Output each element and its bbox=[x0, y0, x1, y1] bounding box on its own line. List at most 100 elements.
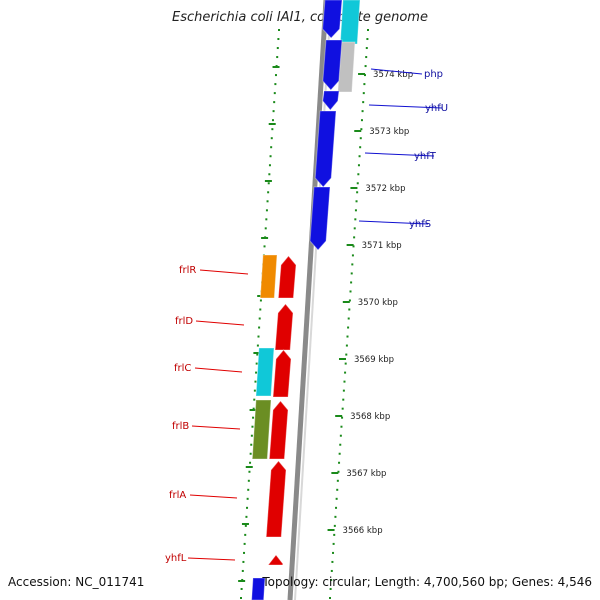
scale-dot bbox=[278, 29, 280, 31]
gene-yhfT-body bbox=[315, 111, 336, 187]
cyan-feature-top-body bbox=[340, 0, 360, 44]
scale-dot bbox=[270, 146, 273, 149]
scale-dot bbox=[240, 587, 243, 590]
cyan-feature-top bbox=[339, 0, 361, 45]
label-leader-frlC bbox=[194, 367, 243, 373]
scale-dot bbox=[247, 488, 250, 491]
scale-dot bbox=[363, 74, 366, 77]
scale-dot bbox=[259, 308, 262, 311]
scale-dot bbox=[351, 263, 354, 266]
scale-dot bbox=[252, 416, 255, 419]
gene-label-frlB: frlB bbox=[172, 421, 189, 432]
scale-dot bbox=[247, 479, 250, 482]
scale-dot bbox=[346, 335, 349, 338]
footer-bar: Accession: NC_011741 Topology: circular;… bbox=[8, 575, 592, 593]
scale-dot bbox=[356, 182, 359, 185]
gene-php bbox=[322, 39, 343, 91]
scale-dot bbox=[357, 173, 360, 176]
cyan-feature-edge bbox=[255, 347, 275, 397]
scale-dot bbox=[335, 506, 338, 509]
scale-dot bbox=[249, 452, 252, 455]
feature-track bbox=[251, 0, 361, 600]
scale-dot bbox=[347, 326, 350, 329]
gene-label-yhfT: yhfT bbox=[414, 151, 437, 162]
gene-frlR-body bbox=[278, 256, 296, 298]
label-leader-frlA bbox=[189, 494, 238, 499]
scale-dot bbox=[276, 47, 279, 50]
scale-dot bbox=[241, 569, 244, 572]
scale-dot bbox=[336, 479, 339, 482]
orange-feature-body bbox=[260, 255, 277, 298]
scale-dot bbox=[274, 74, 277, 77]
scale-dot bbox=[358, 155, 361, 158]
scale-dot bbox=[349, 290, 352, 293]
scale-dot bbox=[248, 470, 251, 473]
orange-feature-edge bbox=[259, 254, 278, 299]
scale-dash bbox=[249, 409, 257, 411]
scale-dot bbox=[360, 128, 363, 131]
label-leader-yhfT bbox=[364, 152, 435, 157]
scale-dot bbox=[329, 597, 331, 599]
cyan-feature-top-edge bbox=[339, 0, 361, 45]
gene-yhfU-small-body bbox=[322, 91, 339, 110]
scale-dot bbox=[341, 407, 344, 410]
scale-dot bbox=[268, 173, 271, 176]
scale-dot bbox=[336, 488, 339, 491]
scale-dot bbox=[330, 578, 333, 581]
scale-dot bbox=[250, 434, 253, 437]
gene-frlB bbox=[268, 400, 289, 460]
label-leader-frlD bbox=[195, 320, 245, 326]
scale-dot bbox=[277, 38, 280, 41]
scale-tick-label: 3572 kbp bbox=[365, 184, 405, 194]
gene-frlB-edge bbox=[268, 400, 289, 460]
gene-frlR bbox=[277, 255, 297, 299]
scale-tick bbox=[354, 130, 362, 132]
scale-dot bbox=[338, 461, 341, 464]
gene-label-yhfU: yhfU bbox=[425, 103, 448, 114]
scale-dot bbox=[350, 281, 353, 284]
scale-tick-label: 3569 kbp bbox=[354, 355, 394, 365]
label-leader-yhfL bbox=[187, 557, 236, 561]
scale-dot bbox=[254, 380, 257, 383]
scale-dot bbox=[250, 443, 253, 446]
olive-feature-edge bbox=[251, 399, 272, 460]
scale-dot bbox=[329, 587, 332, 590]
gene-label-frlA: frlA bbox=[169, 490, 186, 501]
scale-dash bbox=[264, 180, 272, 182]
scale-dot bbox=[246, 506, 249, 509]
scale-tick bbox=[327, 529, 335, 531]
gene-bottom-forward bbox=[251, 577, 266, 600]
gene-label-yhfL: yhfL bbox=[165, 553, 187, 564]
scale-dot bbox=[360, 119, 363, 122]
scale-tick bbox=[358, 73, 366, 75]
sequence-backbone bbox=[287, 0, 332, 600]
gene-frlC-edge bbox=[272, 349, 292, 398]
scale-dot bbox=[355, 200, 358, 203]
scale-dash bbox=[253, 352, 261, 354]
scale-dot bbox=[258, 326, 261, 329]
scale-dot bbox=[354, 218, 357, 221]
scale-tick-label: 3573 kbp bbox=[369, 127, 409, 137]
scale-dot bbox=[352, 245, 355, 248]
scale-tick bbox=[338, 358, 346, 360]
scale-dot bbox=[252, 407, 255, 410]
scale-dot bbox=[351, 254, 354, 257]
scale-dot bbox=[331, 560, 334, 563]
scale-dot bbox=[332, 542, 335, 545]
scale-dot bbox=[269, 155, 272, 158]
scale-dot bbox=[356, 191, 359, 194]
scale-dot bbox=[242, 560, 245, 563]
scale-dot bbox=[357, 164, 360, 167]
scale-tick-label: 3571 kbp bbox=[362, 241, 402, 251]
scale-dot bbox=[365, 56, 368, 59]
scale-dot bbox=[353, 236, 356, 239]
gene-label-frlC: frlC bbox=[174, 363, 191, 374]
label-leader-yhfS bbox=[358, 220, 429, 225]
scale-dot bbox=[251, 425, 254, 428]
gene-frlC bbox=[272, 349, 292, 398]
scale-dot bbox=[335, 497, 338, 500]
scale-ticks: 3574 kbp 3573 kbp 3572 kbp 3571 kbp 3570 kbp… bbox=[327, 70, 413, 536]
scale-dot bbox=[334, 515, 337, 518]
gene-frlB-body bbox=[269, 401, 288, 459]
